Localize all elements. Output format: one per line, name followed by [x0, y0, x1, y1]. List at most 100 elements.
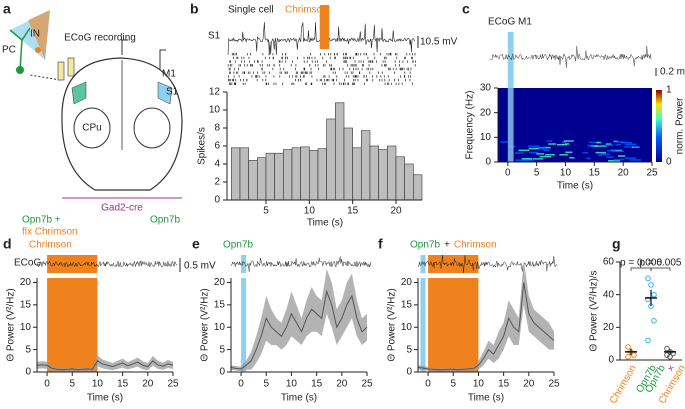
bar	[300, 146, 310, 201]
spectrogram-cell	[537, 146, 546, 149]
y-tick-label: 0	[485, 157, 491, 168]
p-value: p = 0.005	[640, 258, 682, 269]
point	[645, 275, 651, 282]
x-tick-label: 20	[142, 379, 154, 390]
spectrogram-cell	[633, 146, 641, 148]
stim-bar	[241, 278, 247, 372]
x-tick-label: 10	[286, 379, 298, 390]
bar	[283, 149, 293, 201]
error-band	[418, 260, 554, 372]
spectrogram-cell	[536, 153, 545, 155]
y-tick-label: 10	[214, 322, 226, 333]
spectrogram-cell	[500, 141, 508, 143]
y-tick-label: 10	[480, 132, 492, 143]
line	[36, 360, 174, 371]
y-tick-label: 15	[401, 299, 413, 310]
spectrogram-cell	[546, 140, 553, 142]
point	[664, 352, 670, 358]
y-axis-label: Θ Power (V²/Hz)	[6, 288, 17, 361]
spectrogram-cell	[613, 158, 625, 161]
stim-bar	[428, 278, 479, 372]
x-axis-label: Time (s)	[307, 218, 343, 229]
bar	[291, 147, 301, 201]
y-tick-label: 20	[480, 107, 492, 118]
spectrogram-cell	[582, 151, 589, 154]
spectrogram-cell	[587, 144, 594, 147]
spectrogram-cell	[624, 143, 637, 146]
line	[417, 282, 555, 371]
label: Opn7b +	[22, 215, 61, 226]
bar	[352, 147, 362, 201]
y-tick-label: 5	[219, 344, 225, 355]
x-axis-label: Time (s)	[557, 181, 593, 192]
spectrogram-cell	[569, 157, 575, 159]
spectrogram-cell	[607, 149, 616, 152]
x-tick-label: 10	[473, 379, 485, 390]
x-tick-label: 25	[167, 379, 179, 390]
trace-title: Single cell	[228, 5, 274, 16]
stim-bar	[47, 278, 98, 372]
stim-bar	[241, 255, 247, 273]
stim-bar	[319, 5, 330, 49]
spectrogram-cell	[539, 155, 552, 158]
y-axis-label: Spikes/s	[197, 127, 208, 165]
label: M1	[162, 69, 176, 80]
panel-letter: f	[378, 236, 383, 252]
bar	[369, 145, 379, 201]
x-tick-label: 15	[498, 379, 510, 390]
spectrogram-cell	[629, 159, 642, 161]
bar	[378, 149, 388, 201]
point	[651, 318, 657, 324]
panel-title: Chrimson	[29, 240, 72, 251]
label: S1	[166, 87, 179, 98]
stim-bar	[420, 278, 426, 372]
bar	[326, 118, 336, 201]
label: CPu	[82, 123, 101, 134]
spectrogram-cell	[556, 143, 564, 146]
x-tick-label: 15	[589, 168, 601, 179]
spectrogram-cell	[518, 149, 530, 152]
spectrogram-cell	[600, 153, 610, 156]
spectrogram-cell	[596, 141, 602, 144]
bar	[343, 127, 353, 201]
label: ECoG recording	[64, 33, 136, 44]
y-tick-label: 60	[603, 257, 615, 268]
y-tick-label: 4	[214, 159, 220, 170]
spectrogram-cell	[535, 147, 545, 150]
point	[667, 353, 673, 360]
panel-letter: b	[190, 1, 199, 17]
spectrogram-cell	[543, 149, 550, 151]
x-tick-label: 10	[560, 168, 572, 179]
scale-label: 10.5 mV	[420, 37, 458, 48]
x-axis-label: Time (s)	[87, 393, 123, 404]
bar	[239, 147, 249, 201]
panel-letter: c	[462, 1, 470, 17]
spectrogram-cell	[529, 151, 539, 154]
y-axis-label: Frequency (Hz)	[465, 91, 476, 160]
trace-title: Chrimson	[285, 5, 328, 16]
spectrogram-cell	[542, 146, 551, 149]
trace	[489, 45, 652, 69]
point	[625, 353, 631, 360]
label: flx Chrimson	[22, 227, 78, 238]
scale-label: 0.5 mV	[184, 261, 216, 272]
point	[648, 282, 654, 288]
spectrogram-cell	[523, 159, 535, 161]
spectrogram-cell	[612, 150, 624, 153]
panel-title: Chrimson	[454, 240, 497, 251]
colorbar-tick-label: 0	[666, 157, 672, 168]
spectrogram-cell	[617, 155, 626, 157]
point	[651, 291, 657, 298]
spectrogram-cell	[615, 141, 625, 143]
y-axis-label: Θ Power (V²/Hz)/s	[589, 270, 600, 351]
bar	[309, 150, 319, 201]
x-tick-label: 0	[44, 379, 50, 390]
y-tick-label: 0	[608, 355, 614, 366]
stim-bar	[47, 255, 98, 273]
bar	[231, 147, 241, 201]
y-tick-label: 20	[603, 322, 615, 333]
y-tick-label: 15	[20, 299, 32, 310]
spectrogram-cell	[589, 145, 594, 148]
spectrogram-cell	[595, 151, 607, 154]
x-tick-label: 5	[450, 379, 456, 390]
